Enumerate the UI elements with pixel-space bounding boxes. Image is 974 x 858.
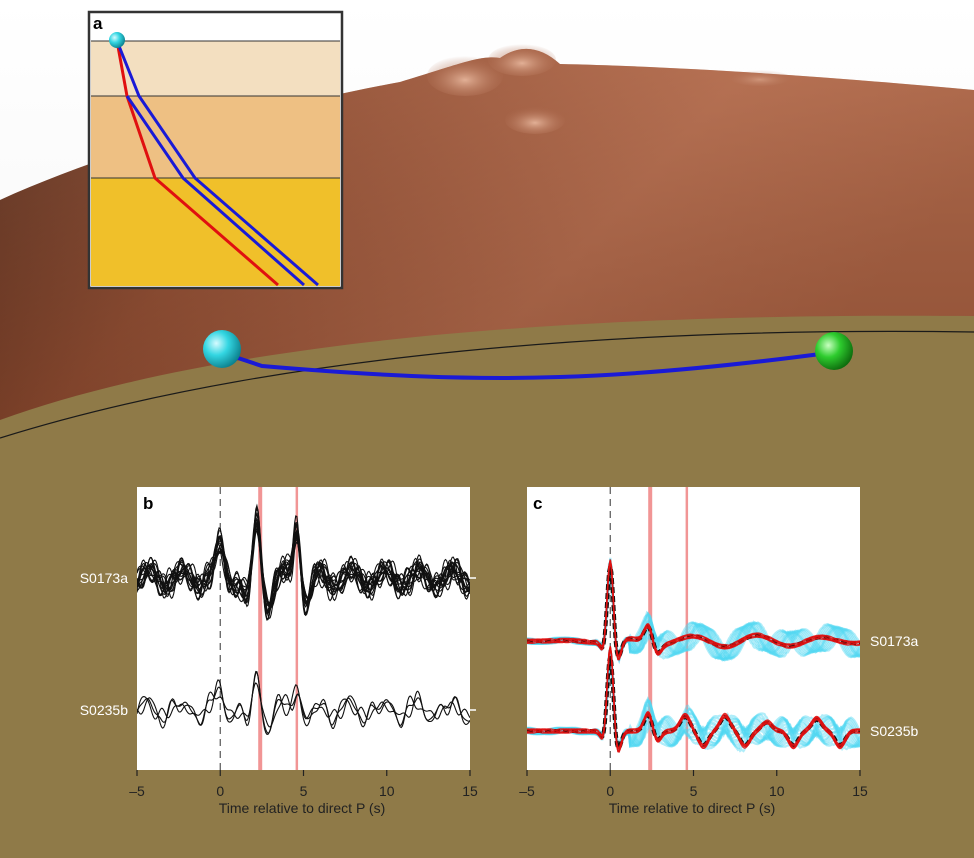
x-tick-label: 10 — [379, 783, 395, 799]
panel-b-traces — [137, 487, 470, 770]
layer-middle — [91, 96, 340, 178]
model-envelope — [527, 650, 860, 749]
x-tick-label: 15 — [462, 783, 478, 799]
model-envelope — [527, 566, 860, 662]
panel-b-trace-label-s0173a: S0173a — [80, 570, 128, 586]
panel-c-trace-label-s0235b: S0235b — [870, 723, 918, 739]
panel-c: c –5 0 5 10 15 Time relative to direct P (s)… — [519, 487, 918, 816]
x-tick-label: –5 — [129, 783, 145, 799]
ray-reverberation-2 — [125, 95, 305, 287]
x-tick-label: 0 — [606, 783, 614, 799]
seismogram-trace — [137, 521, 470, 613]
panel-letter-b: b — [143, 494, 153, 513]
panel-c-plot-area — [527, 487, 860, 770]
panel-c-traces — [527, 487, 860, 770]
panel-c-x-axis-label: Time relative to direct P (s) — [609, 800, 776, 816]
ray-direct-red — [115, 40, 279, 287]
panel-b: b –5 0 5 10 15 Time relative to direct P (s)… — [80, 487, 478, 816]
x-tick-label: 0 — [216, 783, 224, 799]
x-tick-label: 5 — [690, 783, 698, 799]
ground-layer-boundary — [0, 330, 974, 439]
model-trace — [527, 649, 860, 753]
model-envelope — [527, 660, 860, 752]
terrain-hill — [488, 44, 556, 76]
x-tick-label: 10 — [769, 783, 785, 799]
panel-letter-a: a — [93, 14, 103, 33]
ray-path — [237, 351, 829, 380]
source-icon — [203, 330, 241, 368]
terrain-hill — [505, 106, 565, 134]
panel-c-x-ticks: –5 0 5 10 15 — [519, 770, 868, 799]
ray-reverberation-1 — [115, 40, 319, 287]
x-tick-label: –5 — [519, 783, 535, 799]
model-envelope — [527, 648, 860, 752]
model-envelope — [527, 647, 860, 753]
receiver-icon — [815, 332, 853, 370]
seismogram-trace — [137, 670, 470, 734]
panel-b-x-ticks: –5 0 5 10 15 — [129, 770, 478, 799]
layer-top — [91, 41, 340, 96]
panel-c-trace-label-s0173a: S0173a — [870, 633, 918, 649]
panel-letter-c: c — [533, 494, 542, 513]
terrain-hill — [427, 56, 503, 96]
x-tick-label: 5 — [300, 783, 308, 799]
panel-b-plot-area — [137, 487, 470, 770]
seismogram-trace — [137, 679, 470, 729]
seismogram-trace — [137, 515, 470, 612]
model-envelope — [527, 649, 860, 751]
seismogram-trace — [137, 523, 470, 608]
panel-b-trace-label-s0235b: S0235b — [80, 702, 128, 718]
panel-b-x-axis-label: Time relative to direct P (s) — [219, 800, 386, 816]
source-icon — [109, 32, 125, 48]
model-trace — [527, 562, 860, 661]
panel-a: a — [87, 10, 344, 290]
seismogram-trace — [137, 671, 470, 735]
terrain-hill — [730, 70, 790, 86]
x-tick-label: 15 — [852, 783, 868, 799]
